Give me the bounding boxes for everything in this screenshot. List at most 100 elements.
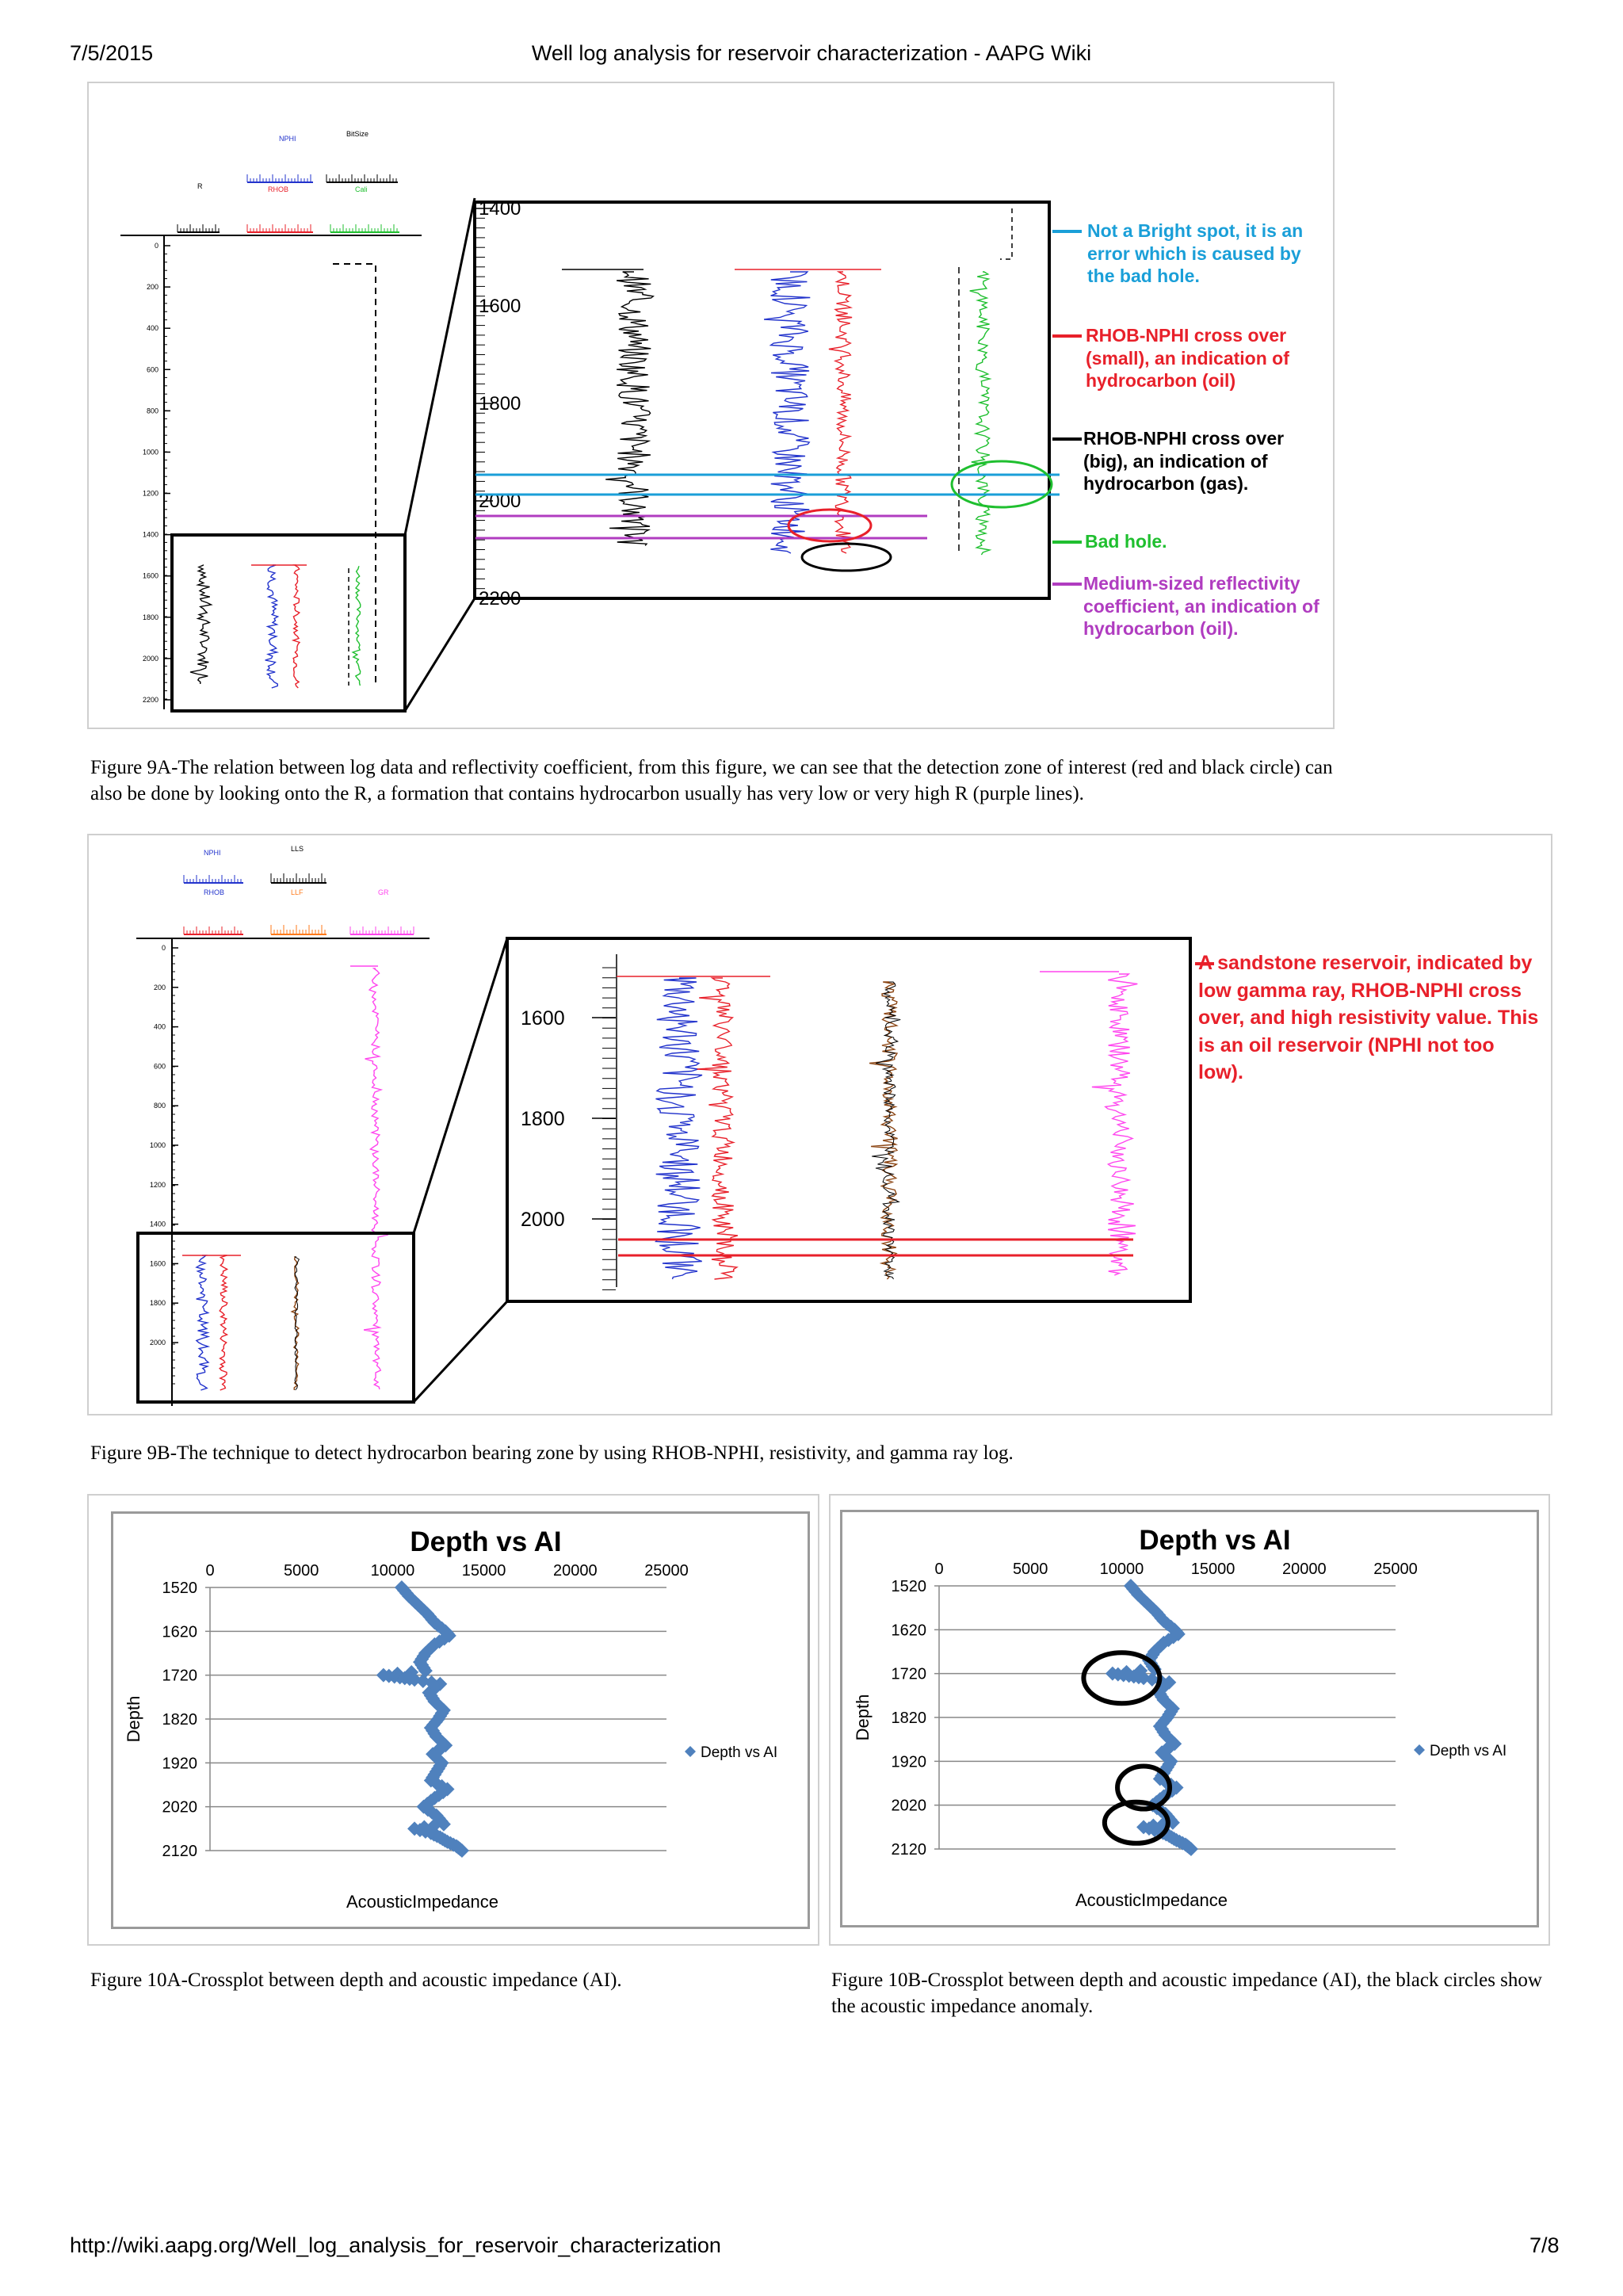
nphi-log-zoom [764, 271, 811, 554]
label-llf: LLF [291, 888, 304, 896]
figure-9b-caption: Figure 9B-The technique to detect hydroc… [90, 1442, 1014, 1464]
depth-axis-9a: 0 200 400 600 800 1000 1200 1400 1600 1800 2000 220… [143, 242, 170, 704]
y-tick-label: 1520 [162, 1580, 198, 1597]
figure-10a-caption: Figure 10A-Crossplot between depth and a… [90, 1969, 622, 1991]
zoom-depth-tick-label: 1400 [479, 198, 521, 220]
zoom-depth-tick-label: 2200 [479, 588, 521, 609]
data-point [441, 1628, 456, 1643]
x-tick-label: 25000 [644, 1562, 689, 1580]
label-lls: LLS [291, 845, 304, 853]
anomaly-circle [1081, 1650, 1163, 1706]
nphi-log-small-9b [195, 1255, 211, 1391]
depth-tick-label: 2000 [150, 1339, 166, 1347]
x-tick-label: 0 [205, 1562, 214, 1580]
label-gr: GR [378, 888, 389, 896]
label-rhob-9b: RHOB [204, 888, 224, 896]
legend-marker [685, 1746, 696, 1757]
x-tick-label: 20000 [553, 1562, 598, 1580]
depth-tick-label: 1000 [143, 448, 158, 456]
x-axis-label: AcousticImpedance [1075, 1890, 1228, 1910]
data-point [426, 1818, 441, 1833]
depth-tick-label: 200 [147, 283, 158, 291]
chart-title: Depth vs AI [410, 1526, 561, 1557]
data-point [416, 1799, 431, 1814]
depth-tick-label: 1200 [143, 490, 158, 498]
x-axis-label: AcousticImpedance [346, 1892, 498, 1912]
data-point [1147, 1662, 1162, 1677]
data-point [423, 1773, 438, 1788]
y-tick-label: 1720 [892, 1666, 927, 1683]
nphi-log-zoom-9b [655, 977, 703, 1280]
zoom-depth-axis-9b: 1600 1800 2000 [521, 954, 617, 1290]
chart-10b: Depth vs AI 0 5000 10000 15000 20000 25000 1520… [853, 1525, 1507, 1910]
llf-log-small [290, 1256, 300, 1391]
page-header-title: Well log analysis for reservoir characte… [531, 41, 1092, 65]
annotation-bad-hole-error: Not a Bright spot, it is an error which … [1087, 220, 1304, 286]
legend-label: Depth vs AI [701, 1744, 777, 1761]
y-tick-label: 2120 [892, 1841, 927, 1859]
depth-tick-label: 1800 [150, 1299, 166, 1307]
label-nphi: NPHI [279, 135, 296, 143]
rhob-log-zoom-9b [697, 977, 739, 1280]
data-point [437, 1631, 452, 1646]
label-rhob: RHOB [268, 185, 288, 193]
x-tick-label: 25000 [1373, 1561, 1418, 1578]
annotation-reflectivity: Medium-sized reflectivity coefficient, a… [1083, 573, 1319, 639]
zoom-depth-tick-label: 2000 [521, 1209, 565, 1231]
y-tick-label: 1820 [892, 1710, 927, 1727]
figure-10b-caption: Figure 10B-Crossplot between depth and a… [831, 1969, 1542, 2017]
gr-log-zoom [1091, 973, 1138, 1276]
depth-tick-label: 1400 [143, 531, 158, 539]
depth-tick-label: 800 [154, 1102, 166, 1110]
label-cali: Cali [355, 185, 368, 193]
y-tick-label: 2020 [162, 1799, 198, 1817]
depth-tick-label: 0 [155, 242, 158, 250]
y-tick-label: 1820 [162, 1711, 198, 1729]
depth-tick-label: 1600 [143, 572, 158, 580]
data-point [418, 1664, 433, 1679]
figure-10a: Depth vs AI 0 5000 10000 15000 20000 25000 1520… [87, 1494, 819, 1946]
y-axis-label: Depth [124, 1696, 143, 1743]
data-point [1163, 1739, 1178, 1754]
legend-label: Depth vs AI [1430, 1743, 1507, 1759]
zoom-depth-tick-label: 1600 [479, 296, 521, 317]
page-url: http://wiki.aapg.org/Well_log_analysis_f… [70, 2233, 721, 2257]
label-r: R [197, 182, 203, 190]
depth-tick-label: 800 [147, 407, 158, 415]
x-tick-label: 20000 [1282, 1561, 1327, 1578]
cali-log-small [351, 566, 361, 686]
x-tick-label: 0 [934, 1561, 943, 1578]
data-point [424, 1675, 439, 1690]
depth-tick-label: 600 [154, 1062, 166, 1070]
y-tick-label: 1520 [892, 1578, 927, 1595]
y-tick-label: 1620 [892, 1622, 927, 1639]
lls-log-small [293, 1256, 300, 1391]
depth-tick-label: 1400 [150, 1221, 166, 1228]
zoom-depth-tick-label: 1800 [479, 393, 521, 415]
data-point [1183, 1842, 1198, 1856]
depth-tick-label: 200 [154, 984, 166, 991]
y-tick-label: 2020 [892, 1797, 927, 1815]
x-tick-label: 5000 [1013, 1561, 1048, 1578]
print-date: 7/5/2015 [70, 41, 154, 65]
data-point [431, 1787, 446, 1802]
depth-tick-label: 2200 [143, 696, 158, 704]
x-tick-label: 10000 [1100, 1561, 1144, 1578]
r-log-zoom [605, 271, 655, 546]
zoom-depth-tick-label: 1800 [521, 1108, 565, 1130]
data-point [433, 1740, 449, 1755]
x-tick-label: 5000 [284, 1562, 319, 1580]
y-tick-label: 1620 [162, 1623, 198, 1641]
lls-log-zoom [872, 981, 901, 1280]
nphi-log-small [265, 564, 280, 689]
page-number: 7/8 [1529, 2233, 1560, 2257]
annotation-bad-hole: Bad hole. [1085, 531, 1167, 552]
figure-9b: NPHI LLS RHOB LLF GR 0 200 400 600 800 1000 12… [87, 834, 1552, 1415]
figure-9a-caption: Figure 9A-The relation between log data … [90, 757, 1333, 804]
y-axis-label: Depth [853, 1694, 873, 1741]
label-bitsize: BitSize [346, 130, 369, 138]
rhob-log-zoom [828, 271, 854, 554]
legend-marker [1414, 1744, 1425, 1755]
figure-10b: Depth vs AI 0 5000 10000 15000 20000 25000 1520… [829, 1494, 1550, 1946]
